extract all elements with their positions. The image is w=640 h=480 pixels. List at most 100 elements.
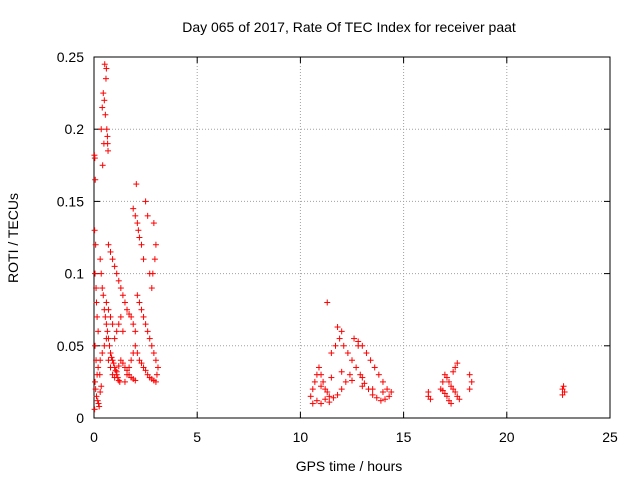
- y-tick-label: 0.15: [57, 193, 84, 209]
- data-point: [152, 357, 159, 364]
- data-point: [102, 111, 109, 118]
- data-point: [92, 378, 99, 385]
- data-point: [91, 155, 98, 162]
- x-tick-label: 15: [396, 429, 412, 445]
- data-point: [101, 97, 108, 104]
- data-point: [142, 367, 149, 374]
- data-point: [340, 342, 347, 349]
- data-point: [128, 357, 135, 364]
- data-point: [92, 386, 99, 393]
- data-point: [111, 374, 118, 381]
- data-point: [425, 389, 432, 396]
- data-point: [109, 256, 116, 263]
- data-point: [136, 234, 143, 241]
- data-point: [107, 313, 114, 320]
- y-tick-label: 0.25: [57, 49, 84, 65]
- data-point: [324, 389, 331, 396]
- x-tick-label: 20: [499, 429, 515, 445]
- data-point: [382, 396, 389, 403]
- data-point: [318, 383, 325, 390]
- data-point: [115, 321, 122, 328]
- data-point: [121, 378, 128, 385]
- data-point: [439, 387, 446, 394]
- data-point: [91, 406, 98, 413]
- data-point: [98, 383, 105, 390]
- data-point: [102, 75, 109, 82]
- data-point: [99, 285, 106, 292]
- data-point: [320, 378, 327, 385]
- data-point: [334, 324, 341, 331]
- data-point: [149, 270, 156, 277]
- data-point: [115, 363, 122, 370]
- data-point: [351, 335, 358, 342]
- data-point: [371, 364, 378, 371]
- data-point: [134, 220, 141, 227]
- data-point: [99, 104, 106, 111]
- data-point: [328, 374, 335, 381]
- x-axis-label: GPS time / hours: [296, 458, 403, 474]
- data-point: [379, 389, 386, 396]
- data-point: [101, 342, 108, 349]
- data-point: [330, 394, 337, 401]
- data-point: [105, 306, 112, 313]
- data-point: [379, 378, 386, 385]
- data-point: [126, 364, 133, 371]
- data-point: [359, 374, 366, 381]
- data-point: [307, 393, 314, 400]
- data-point: [106, 342, 113, 349]
- data-point: [138, 241, 145, 248]
- data-point: [98, 270, 105, 277]
- data-point: [115, 377, 122, 384]
- data-point: [349, 377, 355, 384]
- data-point: [100, 90, 107, 97]
- data-point: [359, 383, 366, 390]
- y-axis-label: ROTI / TECUs: [5, 193, 21, 283]
- data-point: [119, 360, 126, 367]
- data-point: [121, 299, 128, 306]
- data-point: [104, 140, 111, 147]
- data-point: [454, 360, 461, 367]
- data-point: [559, 391, 566, 398]
- data-point: [146, 335, 153, 342]
- data-point: [148, 285, 155, 292]
- data-point: [103, 321, 110, 328]
- data-point: [92, 342, 99, 349]
- data-point: [373, 394, 380, 401]
- plot-frame: [93, 56, 611, 419]
- data-point: [128, 313, 135, 320]
- data-point: [377, 397, 384, 404]
- data-point: [346, 371, 353, 378]
- data-point: [111, 263, 118, 270]
- data-point: [148, 342, 155, 349]
- data-point: [328, 350, 335, 357]
- data-point: [353, 364, 360, 371]
- data-point: [140, 256, 147, 263]
- data-point: [309, 400, 316, 407]
- data-point: [375, 371, 382, 378]
- data-point: [101, 61, 108, 68]
- data-point: [369, 386, 376, 393]
- data-point: [144, 328, 151, 335]
- data-point: [94, 397, 101, 404]
- data-point: [124, 306, 131, 313]
- data-point: [318, 400, 325, 407]
- grid-lines: [94, 57, 610, 418]
- data-point: [153, 371, 160, 378]
- data-point: [103, 335, 110, 342]
- y-tick-label: 0.05: [57, 338, 84, 354]
- data-point: [338, 328, 345, 335]
- data-point: [96, 371, 103, 378]
- data-point: [113, 368, 120, 375]
- data-point: [150, 220, 157, 227]
- data-point: [384, 386, 391, 393]
- x-tick-label: 10: [293, 429, 309, 445]
- data-point: [466, 371, 473, 378]
- data-point: [99, 350, 106, 357]
- data-point: [338, 368, 345, 375]
- data-point: [99, 162, 106, 169]
- data-point: [359, 342, 366, 349]
- x-ticks: 0 5 10 15 20 25: [90, 57, 618, 445]
- data-point: [119, 328, 126, 335]
- chart-title: Day 065 of 2017, Rate Of TEC Index for r…: [182, 19, 516, 35]
- data-point: [96, 403, 103, 410]
